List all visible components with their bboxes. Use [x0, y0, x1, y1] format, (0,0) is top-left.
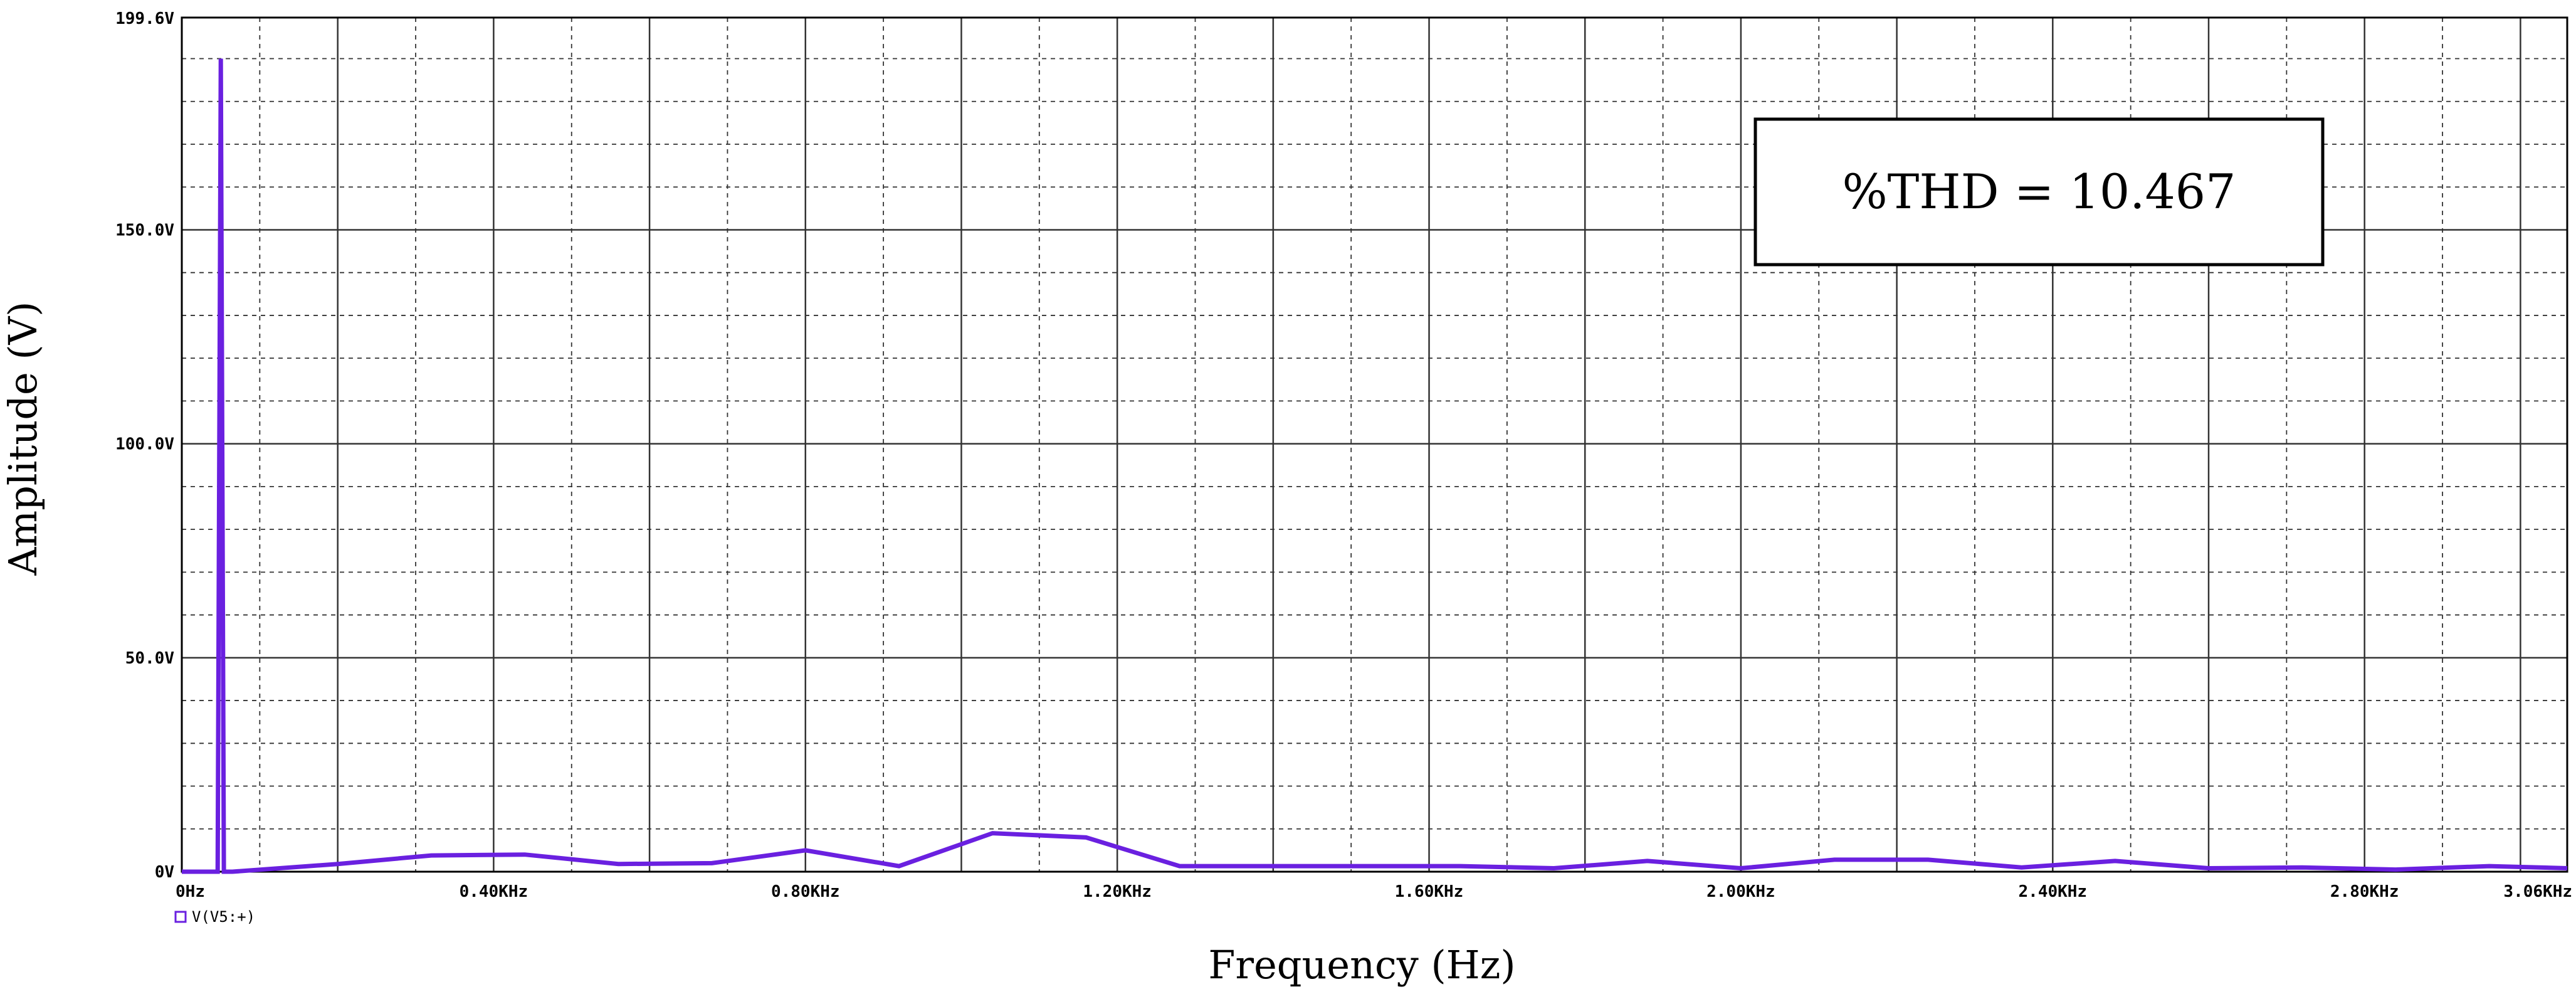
- legend-label: V(V5:+): [192, 908, 255, 926]
- y-tick-label: 100.0V: [115, 435, 174, 454]
- x-tick-label: 0Hz: [176, 882, 205, 901]
- thd-annotation-text: %THD = 10.467: [1842, 164, 2236, 219]
- legend-marker-icon: [174, 911, 187, 923]
- plot-frame: [181, 16, 2568, 873]
- legend: V(V5:+): [174, 908, 255, 926]
- x-tick-label: 2.00KHz: [1706, 882, 1775, 901]
- tick-labels: 0Hz 0.40KHz 0.80KHz 1.20KHz 1.60KHz 2.00KHz 2.…: [115, 9, 2572, 901]
- x-tick-label: 0.80KHz: [771, 882, 840, 901]
- x-tick-label: 1.60KHz: [1395, 882, 1464, 901]
- x-tick-label: 1.20KHz: [1083, 882, 1152, 901]
- thd-annotation-box: [1753, 117, 2325, 267]
- y-tick-label: 0V: [155, 863, 174, 882]
- y-axis-title: Amplitude (V): [0, 302, 46, 576]
- y-tick-label: 150.0V: [115, 221, 174, 240]
- series-line: [182, 58, 2568, 874]
- x-tick-label: 2.40KHz: [2019, 882, 2088, 901]
- y-tick-label: 50.0V: [125, 649, 174, 668]
- x-axis-title: Frequency (Hz): [1208, 942, 1515, 988]
- x-tick-label: 0.40KHz: [460, 882, 528, 901]
- x-tick-label: 2.80KHz: [2330, 882, 2399, 901]
- y-tick-label: 199.6V: [115, 9, 174, 28]
- thd-annotation: %THD = 10.467: [1753, 117, 2325, 267]
- x-tick-label: 3.06KHz: [2503, 882, 2572, 901]
- series-layer: [182, 58, 2568, 874]
